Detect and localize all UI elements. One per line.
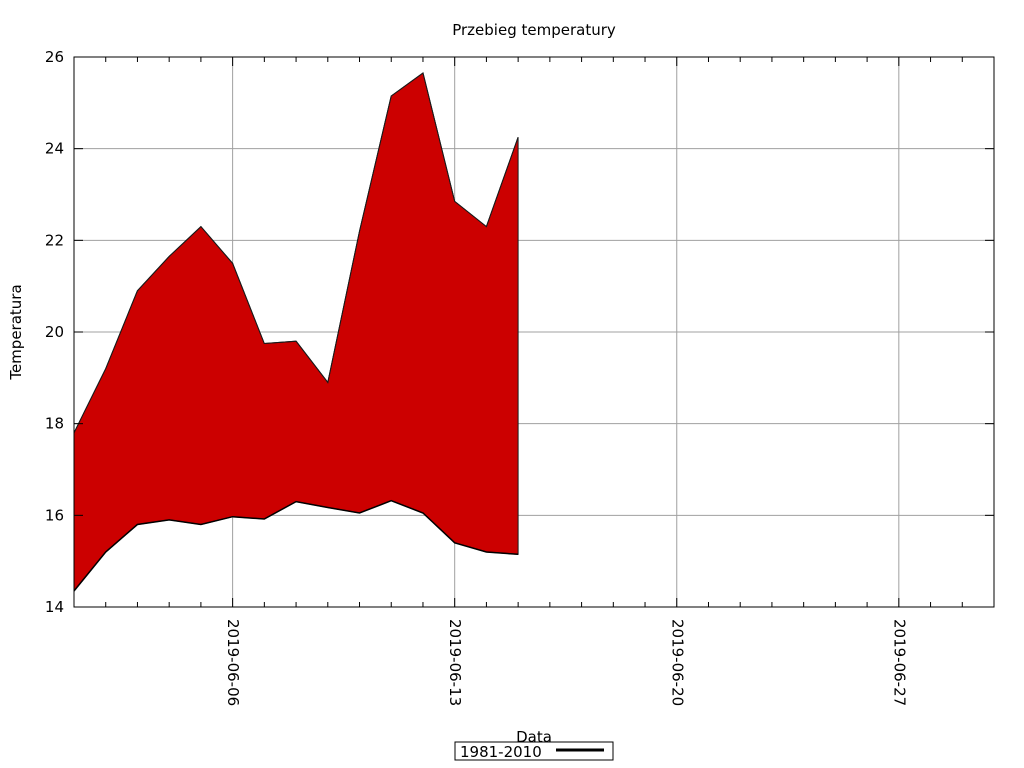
- x-tick-label: 2019-06-27: [890, 619, 908, 706]
- y-tick-label: 24: [45, 140, 64, 158]
- y-tick-label: 26: [45, 48, 64, 66]
- axis-ticks: [74, 56, 994, 608]
- temperature-band: [73, 72, 519, 593]
- plot-frame: [73, 56, 995, 608]
- y-tick-label: 16: [45, 506, 64, 524]
- legend: 1981-2010: [454, 741, 614, 761]
- chart-title: Przebieg temperatury: [452, 21, 616, 39]
- y-tick-label: 18: [45, 415, 64, 433]
- y-tick-label: 14: [45, 598, 64, 616]
- x-tick-labels: 2019-06-06 2019-06-13 2019-06-20 2019-06-27: [224, 619, 908, 706]
- y-axis-label: Temperatura: [7, 284, 25, 380]
- y-tick-labels: 14 16 18 20 22 24 26: [45, 48, 64, 616]
- y-tick-label: 20: [45, 323, 64, 341]
- legend-box: [454, 741, 614, 761]
- x-tick-label: 2019-06-20: [668, 619, 686, 706]
- lower-line: [73, 499, 519, 592]
- x-tick-label: 2019-06-06: [224, 619, 242, 706]
- legend-label: 1981-2010: [460, 743, 542, 761]
- x-tick-label: 2019-06-13: [446, 619, 464, 706]
- y-tick-label: 22: [45, 231, 64, 249]
- grid-lines: [74, 57, 994, 607]
- upper-line: [73, 72, 519, 434]
